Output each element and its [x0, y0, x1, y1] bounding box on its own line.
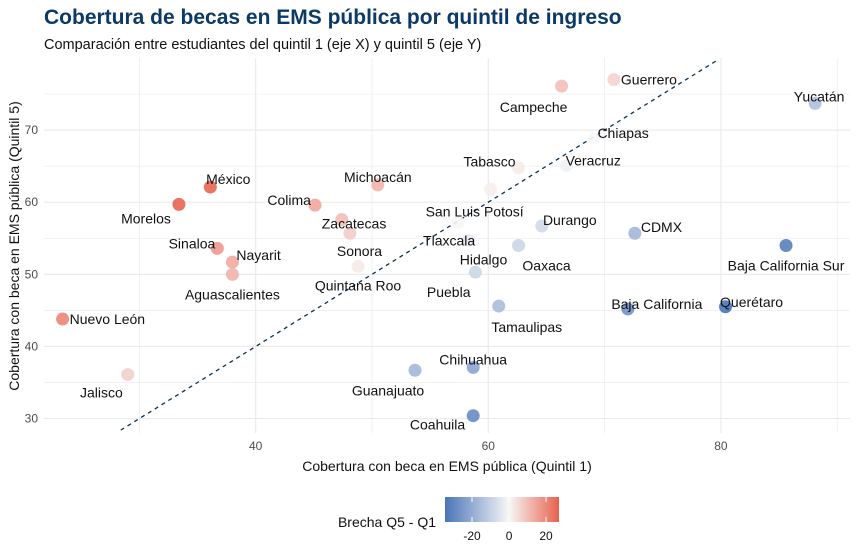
chart-subtitle: Comparación entre estudiantes del quinti…	[44, 37, 482, 53]
point-label: Jalisco	[80, 385, 123, 401]
point-label: Chihuahua	[439, 351, 507, 367]
data-point	[587, 131, 601, 145]
data-point	[808, 96, 822, 110]
legend-tick-label: -20	[463, 529, 481, 543]
data-point	[335, 213, 349, 227]
legend-tick-label: 0	[506, 529, 513, 543]
point-label: Sonora	[337, 243, 382, 259]
data-point	[559, 158, 573, 172]
point-label: México	[206, 171, 251, 187]
point-label: Tabasco	[463, 154, 515, 170]
data-point	[121, 368, 135, 382]
point-label: Tlaxcala	[423, 232, 475, 248]
point-label: Guanajuato	[352, 382, 425, 398]
point-label: Chiapas	[597, 125, 648, 141]
data-point	[628, 226, 642, 240]
chart-title: Cobertura de becas en EMS pública por qu…	[44, 6, 622, 29]
point-label: Sinaloa	[169, 235, 216, 251]
data-point	[466, 409, 480, 423]
data-point	[484, 182, 498, 196]
x-tick-label: 40	[249, 439, 263, 453]
data-point	[56, 312, 70, 326]
point-label: Puebla	[427, 284, 471, 300]
y-axis-ticks: 30 40 50 60 70	[25, 123, 39, 425]
y-tick-label: 40	[25, 339, 39, 353]
y-tick-label: 30	[25, 412, 39, 426]
point-label: Nayarit	[236, 247, 280, 263]
y-axis-title: Cobertura con beca en EMS pública (Quint…	[6, 101, 22, 390]
point-label: Quintana Roo	[315, 277, 402, 293]
point-label: Morelos	[121, 210, 171, 226]
x-axis-ticks: 40 60 80	[249, 439, 728, 453]
point-label: Hidalgo	[460, 251, 508, 267]
data-point	[308, 198, 322, 212]
data-point	[719, 300, 733, 314]
point-labels: Nuevo León Jalisco Morelos México Sinaloa Nay…	[70, 72, 845, 433]
data-point	[462, 233, 476, 247]
data-point	[408, 363, 422, 377]
data-point	[512, 161, 526, 175]
point-label: Colima	[267, 192, 311, 208]
point-label: San Luis Potosí	[426, 203, 524, 219]
data-point	[535, 219, 549, 233]
data-point	[466, 360, 480, 374]
x-tick-label: 80	[714, 439, 728, 453]
point-label: Aguascalientes	[185, 286, 280, 302]
color-legend: Brecha Q5 - Q1 -20 0 20	[338, 497, 559, 543]
data-point	[172, 197, 186, 211]
point-label: Campeche	[500, 99, 568, 115]
data-point	[225, 255, 239, 269]
point-label: Michoacán	[344, 169, 412, 185]
data-point	[607, 73, 621, 87]
data-point	[512, 239, 526, 252]
data-point	[203, 180, 217, 194]
point-label: Coahuila	[410, 417, 465, 433]
data-point	[779, 239, 793, 252]
point-label: Baja California	[611, 296, 702, 312]
point-label: Guerrero	[621, 72, 677, 88]
point-label: Querétaro	[720, 294, 783, 310]
data-point	[210, 241, 224, 255]
data-point	[621, 302, 635, 316]
data-point	[555, 79, 569, 93]
legend-tick-label: 20	[539, 529, 553, 543]
point-label: CDMX	[641, 219, 683, 235]
data-point	[451, 215, 465, 229]
y-tick-label: 60	[25, 195, 39, 209]
point-label: Tamaulipas	[491, 319, 562, 335]
point-label: Nuevo León	[70, 311, 146, 327]
point-label: Durango	[543, 212, 597, 228]
data-point	[343, 226, 357, 240]
y-tick-label: 70	[25, 123, 39, 137]
data-point	[225, 267, 239, 281]
x-tick-label: 60	[482, 439, 496, 453]
y-tick-label: 50	[25, 267, 39, 281]
legend-title: Brecha Q5 - Q1	[338, 514, 436, 530]
data-point	[492, 299, 506, 313]
point-label: Veracruz	[566, 152, 621, 168]
data-points	[56, 73, 822, 423]
data-point	[351, 259, 365, 273]
x-axis-title: Cobertura con beca en EMS pública (Quint…	[302, 458, 591, 474]
point-label: Zacatecas	[322, 216, 387, 232]
point-label: Baja California Sur	[728, 258, 845, 274]
legend-color-bar	[445, 497, 559, 522]
data-point	[468, 265, 482, 279]
data-point	[371, 178, 385, 192]
point-label: Oaxaca	[522, 258, 570, 274]
point-label: Yucatán	[794, 88, 845, 104]
